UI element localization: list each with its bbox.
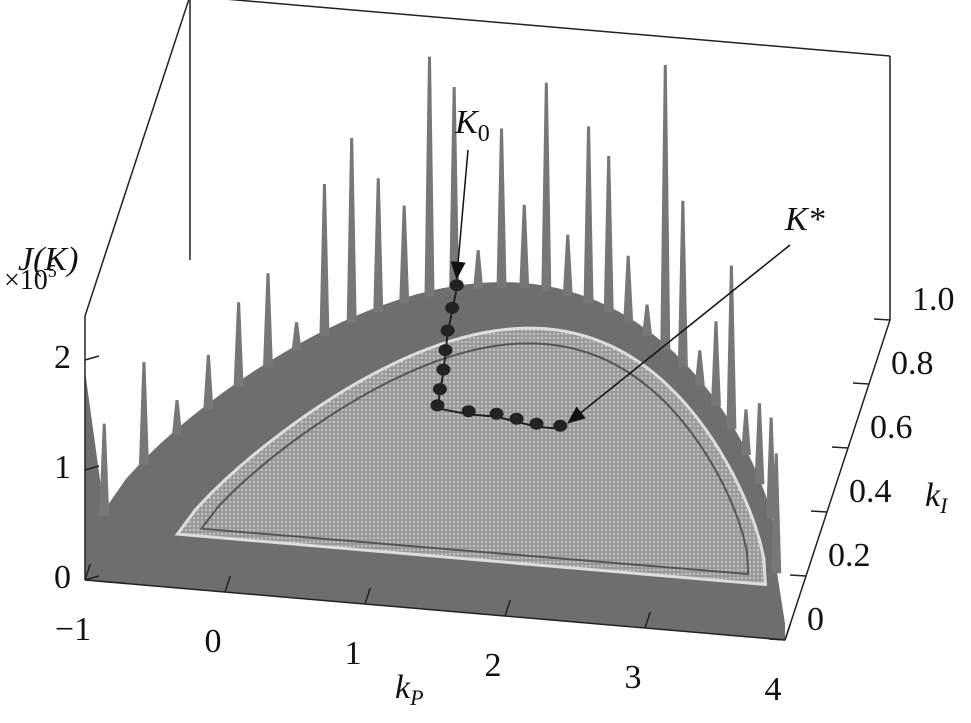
x-tick	[644, 611, 651, 629]
z-tick-label: 2	[54, 339, 71, 376]
x-tick	[504, 599, 511, 617]
x-tick	[84, 563, 91, 581]
path-point	[438, 344, 453, 357]
surface-spike	[541, 82, 552, 292]
z-tick	[84, 355, 100, 361]
x-tick	[784, 623, 791, 641]
path-point	[440, 324, 455, 337]
annotation: K0	[454, 104, 490, 147]
path-point	[445, 301, 460, 314]
path-point	[509, 412, 524, 425]
surface-spike	[172, 399, 183, 435]
z-axis-label: J(K)	[18, 241, 78, 278]
z-tick-label: 0	[54, 559, 71, 596]
y-tick-label: 0.8	[891, 345, 934, 382]
axis-line	[84, 579, 786, 641]
x-tick-label: 2	[485, 647, 502, 684]
surface-spike	[319, 184, 330, 336]
surface-spike	[291, 322, 302, 351]
x-tick-label: 4	[765, 671, 782, 708]
y-tick-label: 0.6	[870, 409, 913, 446]
surface-spike	[373, 178, 384, 313]
y-tick	[789, 574, 807, 577]
surface-spike	[424, 56, 435, 297]
surface-spike	[449, 87, 460, 292]
annotation: K*	[784, 201, 825, 238]
surface-spike	[642, 304, 653, 336]
path-point	[430, 399, 445, 412]
surface-spike	[262, 273, 273, 368]
annotation-arrow	[567, 244, 791, 424]
box-edge	[227, 0, 891, 57]
path-point	[529, 417, 544, 430]
y-tick-label: 0.4	[849, 473, 892, 510]
y-tick	[831, 446, 849, 449]
surface-spike	[399, 205, 410, 304]
z-tick-label: 1	[54, 449, 71, 486]
x-tick	[364, 587, 371, 605]
surface-spike	[726, 265, 737, 430]
stable-region	[174, 326, 767, 587]
surface-spike	[623, 255, 634, 323]
surface-spike	[346, 138, 357, 324]
path-point	[489, 407, 504, 420]
path-point	[436, 363, 451, 376]
surface-spike	[660, 64, 671, 350]
surface-spike	[473, 250, 484, 289]
surface-spike	[710, 321, 721, 407]
axis-line	[784, 319, 891, 641]
surface-spike	[603, 156, 614, 312]
z-axis-scale: ×105	[4, 261, 57, 296]
x-tick-label: 1	[345, 635, 362, 672]
surface-spike	[583, 126, 594, 304]
path-point	[461, 405, 476, 418]
y-tick-label: 1.0	[912, 281, 955, 318]
surface-spike	[562, 234, 573, 297]
y-axis-label: kI	[925, 477, 949, 518]
y-tick	[873, 318, 891, 321]
y-tick	[810, 510, 828, 513]
y-tick	[768, 638, 786, 641]
surface-spike	[771, 453, 782, 574]
surface-spike	[740, 409, 751, 456]
y-tick-label: 0.2	[828, 537, 871, 574]
annotation-arrow	[450, 149, 469, 280]
x-tick	[224, 575, 231, 593]
y-tick-label: 0	[807, 601, 824, 638]
z-tick	[84, 465, 100, 471]
surface-spike	[519, 204, 530, 289]
surface-spike	[754, 403, 765, 485]
path-point	[432, 383, 447, 396]
y-tick	[852, 382, 870, 385]
surface-spike	[677, 200, 688, 367]
surface-spike	[138, 362, 149, 465]
surface-spike	[203, 354, 214, 409]
surface	[85, 56, 785, 640]
path-point	[449, 279, 464, 292]
x-axis-label: kP	[395, 669, 424, 710]
surface-spike	[233, 302, 244, 387]
surface-spike	[99, 423, 110, 516]
contour	[199, 342, 750, 576]
x-tick-label: −1	[55, 611, 91, 648]
surface-spike	[496, 128, 507, 288]
x-tick-label: 0	[205, 623, 222, 660]
surface-spike	[694, 350, 705, 386]
z-tick	[84, 575, 100, 581]
box-edge	[84, 0, 190, 317]
x-tick-label: 3	[625, 659, 642, 696]
path-point	[553, 419, 568, 432]
